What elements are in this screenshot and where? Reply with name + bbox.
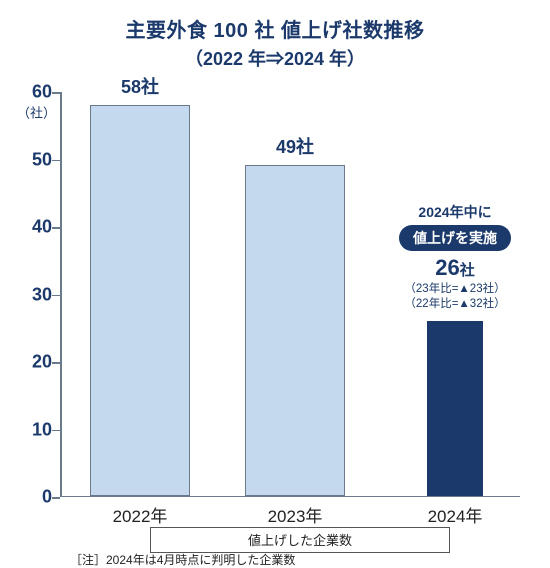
y-tick [52, 227, 60, 229]
bar-2022年 [90, 105, 190, 497]
chart-title: 主要外食 100 社 値上げ社数推移 （2022 年⇒2024 年） [0, 0, 550, 71]
y-tick-label: 50 [12, 149, 52, 170]
title-line-2: （2022 年⇒2024 年） [0, 45, 550, 71]
annotation-pill: 値上げを実施 [399, 225, 511, 251]
y-tick [52, 160, 60, 162]
category-label: 2022年 [113, 502, 168, 527]
annotation-sub1: （23年比=▲23社） [385, 282, 525, 296]
y-tick-label: 40 [12, 217, 52, 238]
y-tick [52, 362, 60, 364]
bar-value-label: 49社 [235, 133, 355, 159]
category-label: 2023年 [268, 502, 323, 527]
y-tick-label: 0 [12, 487, 52, 508]
y-tick [52, 430, 60, 432]
y-tick [52, 92, 60, 94]
y-tick [52, 497, 60, 499]
title-line-1: 主要外食 100 社 値上げ社数推移 [0, 14, 550, 43]
annotation-sub2: （22年比=▲32社） [385, 297, 525, 311]
bar-2024年 [427, 321, 483, 497]
annotation-2024: 2024年中に値上げを実施 26社（23年比=▲23社）（22年比=▲32社） [385, 202, 525, 312]
y-tick-label: 60 [12, 82, 52, 103]
annotation-head: 2024年中に [385, 202, 525, 222]
bar-chart: 0102030405060（社）58社2022年49社2023年2024年202… [60, 92, 520, 497]
y-tick-label: 20 [12, 352, 52, 373]
category-label: 2024年 [428, 502, 483, 527]
annotation-value: 26社 [385, 255, 525, 281]
y-axis-unit: （社） [12, 103, 56, 122]
y-tick-label: 10 [12, 419, 52, 440]
bar-value-label: 58社 [80, 73, 200, 99]
y-axis [60, 92, 62, 496]
bar-2023年 [245, 165, 345, 496]
legend: 値上げした企業数 [150, 527, 450, 553]
y-tick [52, 295, 60, 297]
y-tick-label: 30 [12, 284, 52, 305]
